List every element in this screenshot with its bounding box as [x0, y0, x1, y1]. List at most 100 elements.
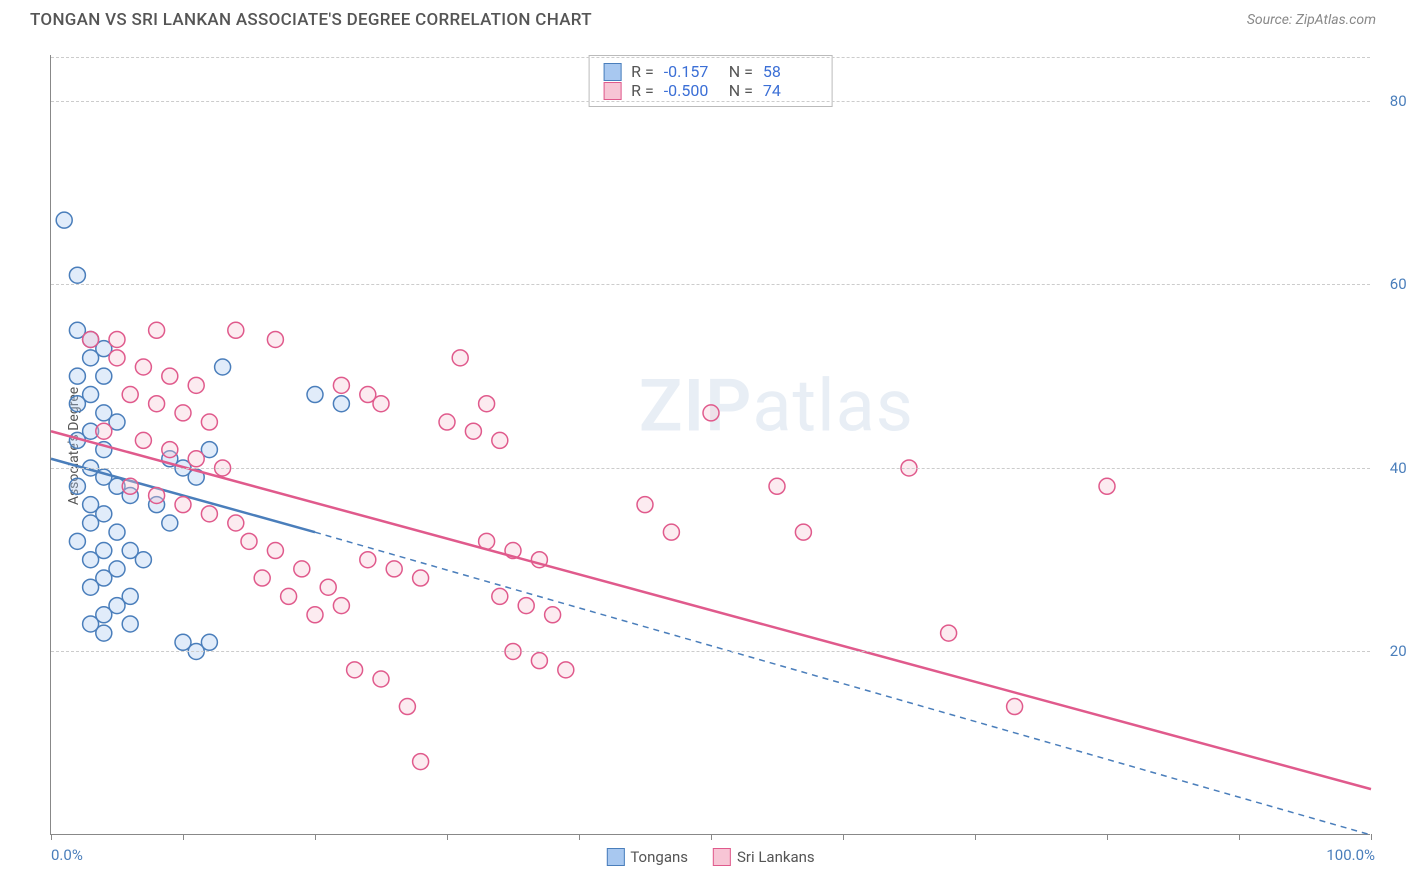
data-point: [294, 561, 310, 577]
data-point: [109, 524, 125, 540]
swatch-srilankans-icon: [713, 848, 731, 866]
data-point: [413, 754, 429, 770]
data-point: [518, 598, 534, 614]
data-point: [135, 552, 151, 568]
data-point: [69, 267, 85, 283]
data-point: [96, 368, 112, 384]
data-point: [162, 442, 178, 458]
data-point: [795, 524, 811, 540]
data-point: [215, 359, 231, 375]
data-point: [201, 506, 217, 522]
swatch-srilankans: [603, 82, 621, 100]
data-point: [188, 377, 204, 393]
x-tick: [1239, 834, 1240, 840]
data-point: [69, 478, 85, 494]
y-tick-label: 20.0%: [1390, 642, 1406, 660]
gridline: [51, 651, 1370, 652]
x-tick: [1107, 834, 1108, 840]
x-axis-min-label: 0.0%: [51, 846, 83, 864]
x-tick: [579, 834, 580, 840]
data-point: [492, 588, 508, 604]
data-point: [307, 607, 323, 623]
data-point: [333, 396, 349, 412]
data-point: [69, 368, 85, 384]
data-point: [201, 634, 217, 650]
data-point: [149, 322, 165, 338]
data-point: [558, 662, 574, 678]
x-tick: [711, 834, 712, 840]
data-point: [122, 478, 138, 494]
x-tick: [51, 834, 52, 840]
data-point: [83, 350, 99, 366]
x-tick: [1371, 834, 1372, 840]
y-tick-label: 80.0%: [1390, 92, 1406, 110]
data-point: [347, 662, 363, 678]
x-tick: [447, 834, 448, 840]
data-point: [479, 396, 495, 412]
trend-line: [51, 431, 1371, 789]
data-point: [452, 350, 468, 366]
data-point: [122, 616, 138, 632]
stats-legend-box: R = -0.157 N = 58 R = -0.500 N = 74: [588, 55, 833, 107]
gridline: [51, 57, 1370, 58]
data-point: [307, 387, 323, 403]
data-point: [149, 396, 165, 412]
data-point: [941, 625, 957, 641]
swatch-tongans-icon: [606, 848, 624, 866]
data-point: [109, 331, 125, 347]
data-point: [320, 579, 336, 595]
legend-item-tongans: Tongans: [606, 848, 688, 866]
data-point: [201, 414, 217, 430]
data-point: [1099, 478, 1115, 494]
data-point: [769, 478, 785, 494]
trend-line-dashed: [315, 532, 1371, 835]
data-point: [373, 396, 389, 412]
bottom-legend: Tongans Sri Lankans: [606, 848, 814, 866]
chart-plot-area: ZIPatlas R = -0.157 N = 58 R = -0.500 N …: [50, 55, 1370, 835]
data-point: [465, 423, 481, 439]
data-point: [703, 405, 719, 421]
source-attribution: Source: ZipAtlas.com: [1247, 12, 1376, 28]
data-point: [135, 432, 151, 448]
data-point: [637, 497, 653, 513]
data-point: [135, 359, 151, 375]
data-point: [109, 350, 125, 366]
scatter-svg: [51, 55, 1370, 834]
data-point: [83, 579, 99, 595]
data-point: [1007, 699, 1023, 715]
data-point: [175, 405, 191, 421]
data-point: [228, 515, 244, 531]
data-point: [360, 552, 376, 568]
data-point: [83, 515, 99, 531]
data-point: [254, 570, 270, 586]
data-point: [122, 387, 138, 403]
data-point: [267, 543, 283, 559]
x-tick: [975, 834, 976, 840]
x-axis-max-label: 100.0%: [1326, 846, 1375, 864]
data-point: [56, 212, 72, 228]
gridline: [51, 284, 1370, 285]
data-point: [373, 671, 389, 687]
data-point: [241, 533, 257, 549]
data-point: [83, 331, 99, 347]
legend-item-srilankans: Sri Lankans: [713, 848, 815, 866]
data-point: [531, 653, 547, 669]
data-point: [162, 515, 178, 531]
data-point: [545, 607, 561, 623]
data-point: [281, 588, 297, 604]
data-point: [228, 322, 244, 338]
x-tick: [183, 834, 184, 840]
x-tick: [843, 834, 844, 840]
gridline: [51, 468, 1370, 469]
y-tick-label: 60.0%: [1390, 275, 1406, 293]
gridline: [51, 101, 1370, 102]
data-point: [399, 699, 415, 715]
data-point: [439, 414, 455, 430]
stats-row-tongans: R = -0.157 N = 58: [603, 62, 818, 81]
data-point: [188, 451, 204, 467]
data-point: [333, 377, 349, 393]
data-point: [175, 497, 191, 513]
data-point: [149, 487, 165, 503]
data-point: [96, 423, 112, 439]
data-point: [69, 396, 85, 412]
